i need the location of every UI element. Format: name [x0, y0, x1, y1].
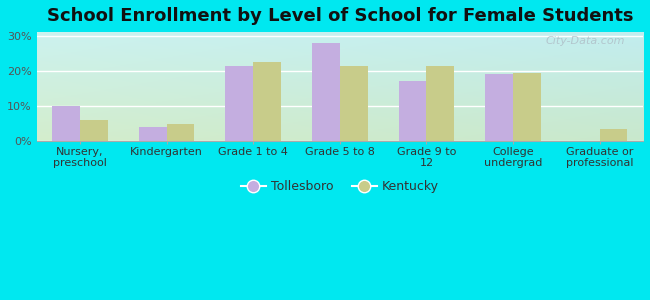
Bar [52, 106, 80, 141]
Legend: Tollesboro, Kentucky: Tollesboro, Kentucky [236, 176, 444, 199]
Title: School Enrollment by Level of School for Female Students: School Enrollment by Level of School for… [47, 7, 633, 25]
Bar [139, 127, 166, 141]
Bar [166, 124, 194, 141]
Bar [513, 73, 541, 141]
Bar [486, 74, 513, 141]
Bar [426, 65, 454, 141]
Bar [80, 120, 108, 141]
Text: City-Data.com: City-Data.com [545, 36, 625, 46]
Bar [312, 43, 340, 141]
Bar [340, 65, 367, 141]
Bar [253, 62, 281, 141]
Bar [398, 81, 426, 141]
Bar [226, 65, 253, 141]
Bar [600, 129, 627, 141]
